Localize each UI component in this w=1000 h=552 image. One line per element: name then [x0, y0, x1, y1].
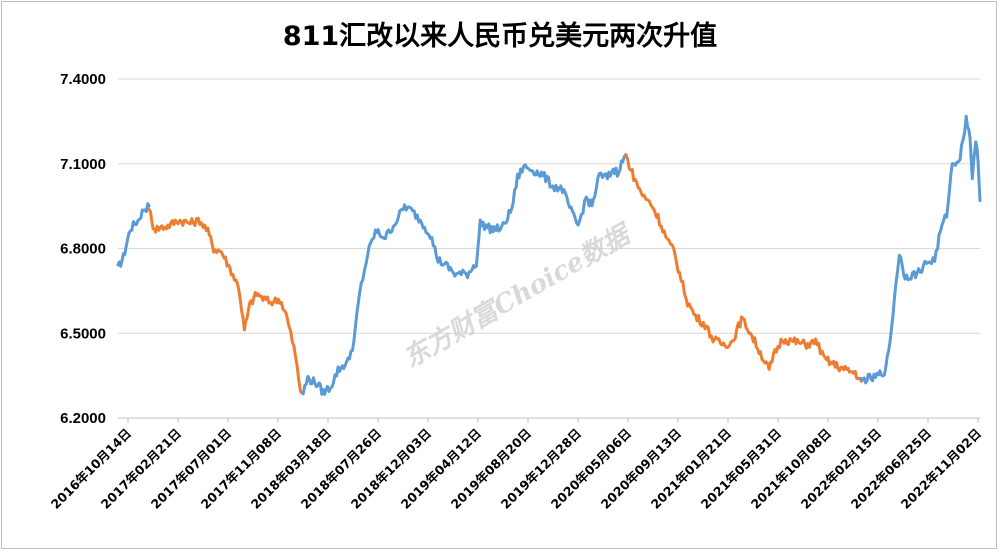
series-line-0	[116, 202, 151, 268]
y-tick-label: 7.4000	[60, 71, 106, 88]
series-layer	[116, 114, 982, 396]
x-axis-ticks: 2016年10月14日2017年02月21日2017年07月01日2017年11…	[48, 426, 984, 512]
series-line-1	[147, 207, 305, 395]
series-line-3	[624, 153, 863, 383]
y-tick-label: 7.1000	[60, 156, 106, 173]
y-tick-label: 6.5000	[60, 325, 106, 342]
axes	[118, 417, 980, 423]
chart-title: 811汇改以来人民币兑美元两次升值	[282, 21, 718, 52]
series-line-4	[859, 114, 982, 385]
series-line-2	[301, 153, 628, 396]
watermark: 东方财富Choice数据	[399, 218, 638, 374]
y-tick-label: 6.2000	[60, 410, 106, 427]
watermark-text: 东方财富Choice数据	[399, 218, 638, 374]
y-axis-ticks: 7.4000 7.1000 6.8000 6.5000 6.2000	[60, 71, 106, 427]
y-tick-label: 6.8000	[60, 241, 106, 258]
gridlines	[118, 78, 980, 419]
